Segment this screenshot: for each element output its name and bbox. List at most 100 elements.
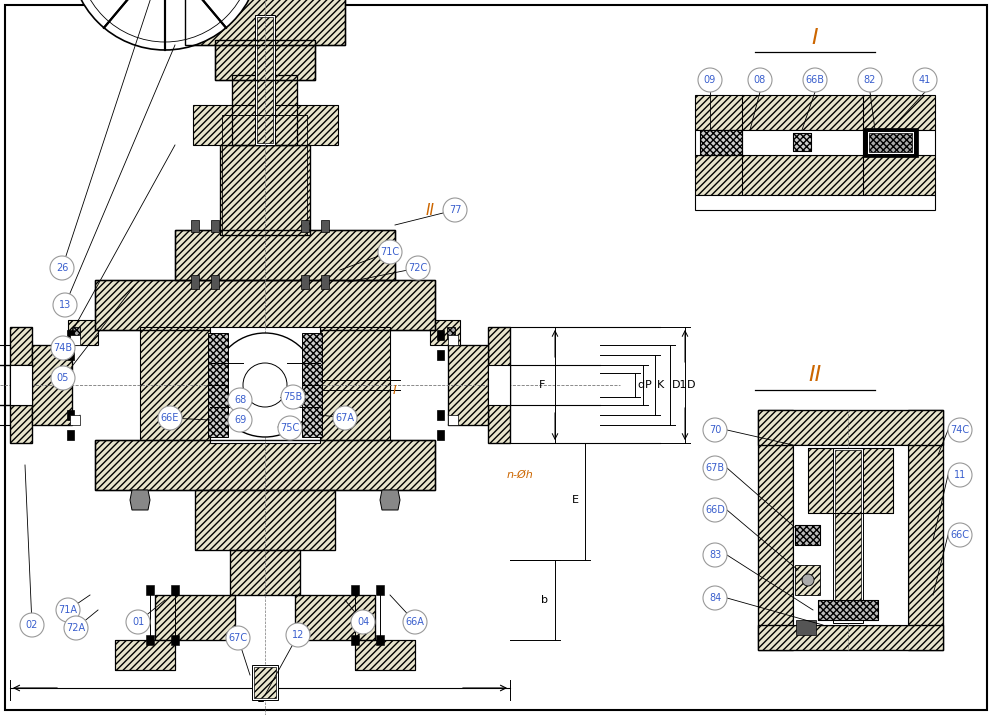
Text: 04: 04 (357, 617, 369, 627)
Circle shape (20, 613, 44, 637)
Text: 67B: 67B (705, 463, 724, 473)
Circle shape (53, 293, 77, 317)
Bar (301, 275, 309, 289)
Circle shape (443, 198, 467, 222)
Bar (321, 220, 329, 232)
Bar (835, 450, 861, 620)
Bar (695, 130, 935, 155)
Text: II: II (808, 365, 821, 385)
Text: 66D: 66D (705, 505, 725, 515)
Circle shape (803, 68, 827, 92)
Circle shape (51, 366, 75, 390)
Bar (208, 385, 228, 437)
Circle shape (228, 388, 252, 412)
Circle shape (802, 574, 814, 586)
Bar (95, 440, 435, 490)
Text: d: d (637, 380, 644, 390)
Bar (146, 635, 154, 645)
Bar (171, 635, 179, 645)
Circle shape (948, 418, 972, 442)
Circle shape (158, 406, 182, 430)
Circle shape (70, 0, 260, 50)
Text: 75B: 75B (284, 392, 303, 402)
Bar (254, 667, 276, 698)
Bar (193, 105, 268, 145)
Bar (222, 115, 307, 235)
Circle shape (333, 406, 357, 430)
Bar (695, 95, 935, 130)
Bar (95, 280, 435, 330)
Bar (175, 230, 395, 280)
Circle shape (278, 416, 302, 440)
Bar (95, 280, 435, 330)
Text: P: P (645, 380, 652, 390)
Text: 01: 01 (132, 617, 144, 627)
Circle shape (378, 240, 402, 264)
Bar (796, 620, 816, 635)
Bar (488, 365, 510, 405)
Bar (867, 131, 914, 154)
Bar (295, 595, 375, 640)
Bar (175, 230, 395, 280)
Bar (430, 320, 460, 345)
Bar (185, 0, 345, 45)
Circle shape (748, 68, 772, 92)
Bar (10, 365, 32, 405)
Bar (230, 550, 300, 595)
Bar (758, 625, 943, 650)
Circle shape (213, 333, 317, 437)
Bar (191, 275, 199, 289)
Text: K: K (657, 380, 665, 390)
Circle shape (64, 616, 88, 640)
Text: I: I (811, 28, 818, 48)
Text: 74B: 74B (54, 343, 72, 353)
Bar (32, 345, 72, 425)
Text: 26: 26 (56, 263, 68, 273)
Text: 09: 09 (704, 75, 716, 85)
Text: D1: D1 (672, 380, 687, 390)
Text: 70: 70 (709, 425, 721, 435)
Text: 12: 12 (292, 630, 305, 640)
Bar (155, 595, 235, 640)
Bar (700, 130, 742, 155)
Bar (257, 17, 273, 143)
Bar (448, 345, 488, 425)
Circle shape (698, 68, 722, 92)
Bar (488, 327, 510, 443)
Circle shape (351, 610, 375, 634)
Bar (808, 448, 893, 513)
Bar (376, 585, 384, 595)
Bar (67, 410, 74, 420)
Bar (252, 665, 278, 700)
Text: 82: 82 (864, 75, 876, 85)
Circle shape (126, 610, 150, 634)
Circle shape (406, 256, 430, 280)
Bar (321, 275, 329, 289)
Text: F: F (539, 380, 546, 390)
Text: 08: 08 (754, 75, 766, 85)
Bar (758, 410, 793, 650)
Bar (302, 333, 322, 385)
Bar (818, 600, 878, 620)
Bar (208, 333, 228, 385)
Bar (191, 220, 199, 232)
Bar (67, 350, 74, 360)
Bar (70, 335, 80, 345)
Bar (808, 448, 893, 513)
Bar (448, 415, 458, 425)
Circle shape (50, 256, 74, 280)
Bar (793, 445, 908, 625)
Bar (232, 75, 297, 145)
Bar (448, 345, 488, 425)
Circle shape (703, 586, 727, 610)
Bar (351, 635, 359, 645)
Bar (758, 410, 943, 445)
Bar (863, 128, 918, 157)
Text: 41: 41 (919, 75, 931, 85)
Text: 69: 69 (234, 415, 246, 425)
Bar (115, 640, 175, 670)
Circle shape (243, 363, 287, 407)
Bar (376, 635, 384, 645)
Circle shape (703, 418, 727, 442)
Bar (695, 155, 935, 195)
